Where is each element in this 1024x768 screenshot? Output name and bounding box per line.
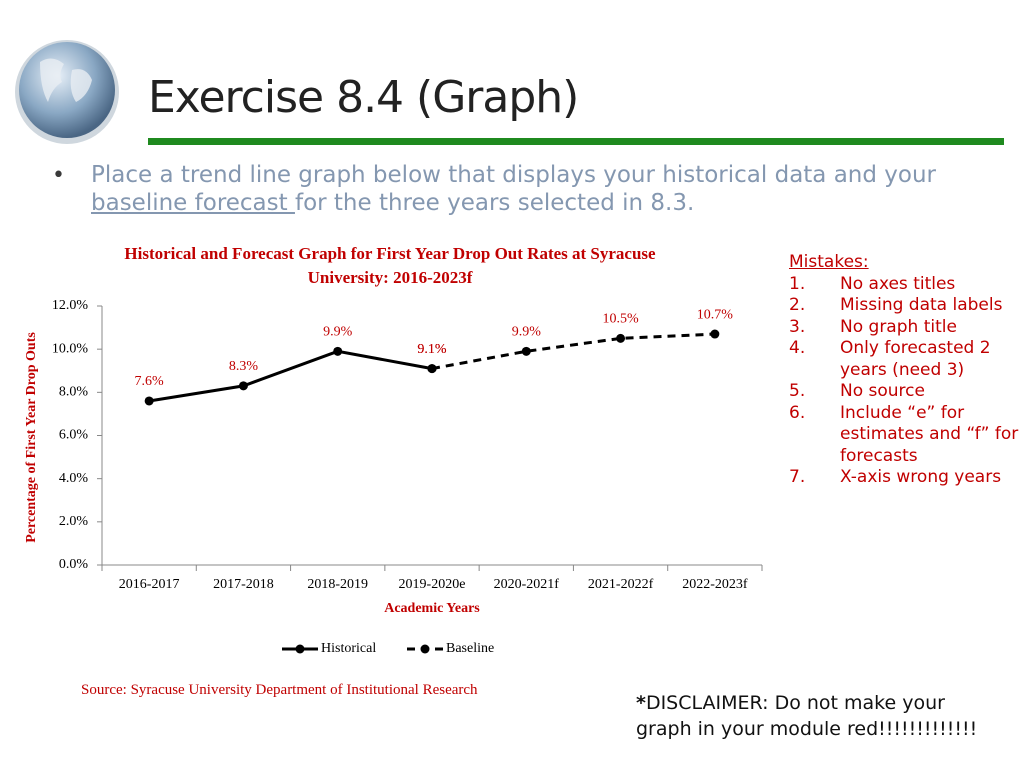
- mistakes-title: Mistakes:: [789, 252, 869, 272]
- x-tick-label: 2018-2019: [307, 577, 368, 592]
- mistake-item: 6. Include “e” for estimates and “f” for …: [789, 403, 1019, 468]
- series-marker: [710, 329, 720, 339]
- disclaimer-text: DISCLAIMER: Do not make your graph in yo…: [636, 692, 978, 740]
- data-label: 8.3%: [229, 359, 259, 374]
- slide-title: Exercise 8.4 (Graph): [148, 72, 579, 123]
- disclaimer-mark: *: [636, 692, 646, 714]
- legend-label: Historical: [321, 641, 376, 656]
- x-axis-title: Academic Years: [384, 601, 480, 616]
- bullet-underlined: baseline forecast: [91, 190, 295, 216]
- series-marker: [427, 364, 437, 374]
- bullet-text: Place a trend line graph below that disp…: [91, 161, 991, 217]
- globe: [19, 42, 115, 138]
- mistake-number: 5.: [789, 381, 806, 401]
- series-line: [148, 349, 433, 403]
- y-tick-label: 10.0%: [52, 341, 89, 356]
- mistake-item: 3. No graph title: [789, 317, 1019, 339]
- legend-label: Baseline: [446, 641, 494, 656]
- y-tick-label: 6.0%: [59, 428, 89, 443]
- series-marker: [521, 346, 531, 356]
- series-marker: [144, 396, 154, 406]
- mistake-number: 4.: [789, 338, 806, 358]
- data-label: 7.6%: [135, 374, 165, 389]
- bullet-part: for the three years selected in 8.3.: [294, 190, 695, 216]
- data-label: 9.1%: [417, 342, 447, 357]
- series-marker: [333, 346, 343, 356]
- title-rule: [148, 138, 1004, 145]
- mistake-text: No graph title: [840, 316, 957, 337]
- bullet-part: Place a trend line graph below that disp…: [91, 162, 937, 188]
- mistake-text: Missing data labels: [840, 295, 1003, 315]
- series-marker: [427, 364, 437, 374]
- data-label: 9.9%: [512, 325, 542, 340]
- mistake-number: 2.: [789, 295, 806, 315]
- data-label: 9.1%: [417, 342, 447, 357]
- mistake-text: Include “e” for estimates and “f” for fo…: [840, 402, 1019, 466]
- y-tick-label: 12.0%: [52, 298, 89, 313]
- y-tick-label: 4.0%: [59, 471, 89, 486]
- mistake-text: X-axis wrong years: [840, 467, 1002, 487]
- mistake-item: 5. No source: [789, 381, 1019, 403]
- data-label: 9.9%: [323, 325, 353, 340]
- chart-title: Historical and Forecast Graph for First …: [124, 244, 656, 287]
- y-tick-label: 2.0%: [59, 514, 89, 529]
- mistake-text: Only forecasted 2 years (need 3): [840, 338, 991, 380]
- y-tick-label: 0.0%: [59, 557, 89, 572]
- x-tick-label: 2020-2021f: [494, 577, 560, 592]
- series-marker: [616, 333, 626, 343]
- series-line: [431, 332, 715, 371]
- y-axis-title: Percentage of First Year Drop Outs: [24, 332, 39, 543]
- mistakes: Mistakes: 1. No axes titles 2. Missing data …: [789, 252, 1019, 489]
- series-marker: [238, 381, 248, 391]
- chart-source: Source: Syracuse University Department o…: [81, 682, 478, 698]
- globe-land: [40, 58, 92, 102]
- mistake-number: 6.: [789, 402, 806, 423]
- mistake-item: 4. Only forecasted 2 years (need 3): [789, 338, 1019, 381]
- mistake-item: 2. Missing data labels: [789, 295, 1019, 317]
- y-tick-label: 8.0%: [59, 385, 89, 400]
- data-label: 10.5%: [602, 312, 639, 327]
- mistake-item: 7. X-axis wrong years: [789, 467, 1019, 489]
- legend-marker: [420, 644, 430, 654]
- mistake-text: No axes titles: [840, 273, 956, 294]
- legend-marker: [295, 644, 305, 654]
- mistake-text: No source: [840, 381, 925, 401]
- x-tick-label: 2017-2018: [213, 577, 274, 592]
- disclaimer: *DISCLAIMER: Do not make your graph in y…: [636, 690, 996, 742]
- x-tick-label: 2019-2020e: [399, 577, 466, 592]
- mistake-number: 7.: [789, 467, 806, 487]
- x-tick-label: 2021-2022f: [588, 577, 654, 592]
- globe-icon: [15, 40, 119, 144]
- bullet-dot: •: [52, 163, 65, 188]
- data-label: 10.7%: [697, 307, 734, 322]
- x-tick-label: 2022-2023f: [682, 577, 748, 592]
- mistake-item: 1. No axes titles: [789, 274, 1019, 296]
- mistake-number: 3.: [789, 316, 806, 337]
- mistake-number: 1.: [789, 273, 806, 294]
- x-tick-label: 2016-2017: [119, 577, 180, 592]
